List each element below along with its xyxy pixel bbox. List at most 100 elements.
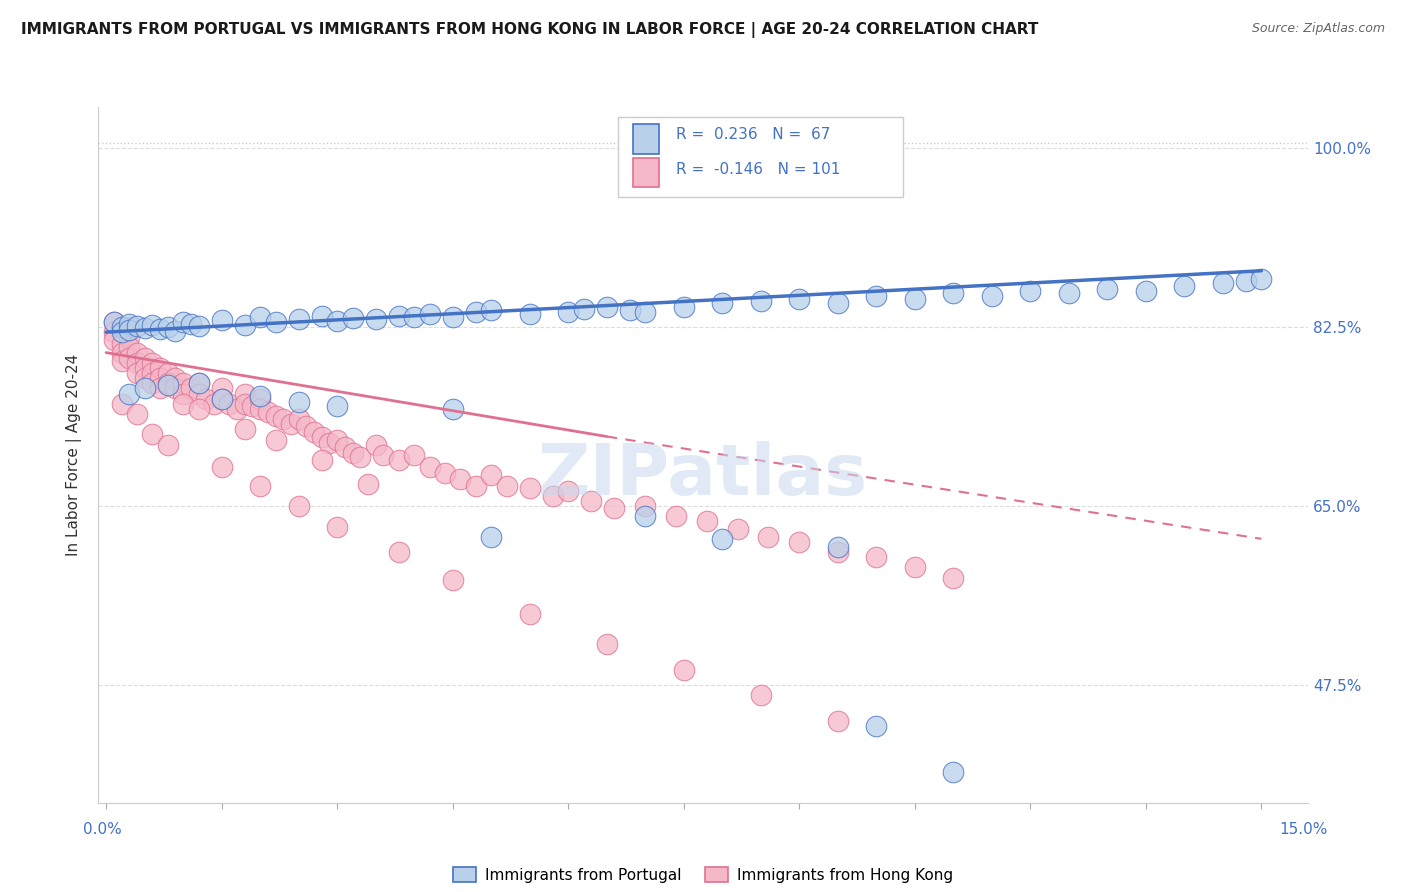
Point	[364, 438, 387, 452]
Point	[441, 310, 464, 324]
Point	[118, 386, 141, 401]
Point	[165, 324, 187, 338]
Point	[419, 460, 441, 475]
Point	[1019, 284, 1042, 298]
Point	[103, 334, 125, 348]
Point	[149, 381, 172, 395]
Point	[404, 448, 426, 462]
FancyBboxPatch shape	[633, 158, 659, 187]
Point	[295, 419, 318, 434]
Point	[865, 550, 887, 565]
Point	[464, 304, 486, 318]
Point	[141, 356, 163, 370]
Point	[419, 307, 441, 321]
Point	[357, 476, 380, 491]
Point	[904, 293, 927, 307]
Point	[749, 689, 772, 703]
Point	[1173, 279, 1195, 293]
Point	[134, 381, 156, 395]
Point	[904, 560, 927, 574]
Point	[156, 438, 179, 452]
Point	[180, 317, 202, 331]
Point	[249, 392, 271, 406]
Point	[264, 409, 287, 423]
Point	[134, 371, 156, 385]
Point	[749, 294, 772, 309]
Point	[302, 425, 325, 440]
Point	[519, 607, 541, 621]
Point	[118, 341, 141, 355]
Point	[827, 540, 849, 554]
Point	[110, 325, 132, 339]
Point	[195, 392, 218, 406]
Point	[711, 532, 734, 546]
Text: R =  -0.146   N = 101: R = -0.146 N = 101	[676, 162, 841, 178]
Point	[211, 392, 233, 406]
Point	[479, 302, 502, 317]
Point	[141, 366, 163, 380]
Point	[280, 417, 302, 432]
Point	[404, 310, 426, 324]
Point	[149, 360, 172, 375]
Point	[711, 296, 734, 310]
Point	[287, 394, 309, 409]
Point	[672, 300, 695, 314]
Point	[103, 315, 125, 329]
Point	[342, 310, 364, 325]
Point	[233, 318, 256, 332]
Point	[1135, 284, 1157, 298]
Point	[172, 376, 194, 391]
Point	[441, 401, 464, 416]
Point	[364, 311, 387, 326]
Point	[519, 481, 541, 495]
Point	[326, 519, 349, 533]
Point	[787, 534, 810, 549]
Point	[942, 286, 965, 301]
Point	[449, 473, 471, 487]
Point	[271, 412, 294, 426]
Point	[1250, 272, 1272, 286]
Text: IMMIGRANTS FROM PORTUGAL VS IMMIGRANTS FROM HONG KONG IN LABOR FORCE | AGE 20-24: IMMIGRANTS FROM PORTUGAL VS IMMIGRANTS F…	[21, 22, 1039, 38]
Point	[187, 376, 209, 391]
Point	[118, 320, 141, 334]
Legend: Immigrants from Portugal, Immigrants from Hong Kong: Immigrants from Portugal, Immigrants fro…	[447, 862, 959, 889]
Point	[441, 573, 464, 587]
Point	[249, 310, 271, 324]
Point	[187, 318, 209, 333]
Point	[333, 440, 356, 454]
Point	[672, 663, 695, 677]
Point	[479, 468, 502, 483]
Text: ZIPatlas: ZIPatlas	[538, 442, 868, 510]
Point	[787, 293, 810, 307]
Point	[827, 296, 849, 310]
Point	[665, 509, 688, 524]
Point	[118, 330, 141, 344]
Point	[187, 386, 209, 401]
Point	[581, 494, 603, 508]
Point	[827, 545, 849, 559]
Point	[758, 530, 780, 544]
Point	[264, 433, 287, 447]
Point	[388, 545, 411, 559]
Point	[172, 315, 194, 329]
Point	[311, 453, 333, 467]
Point	[696, 515, 718, 529]
Point	[118, 323, 141, 337]
Point	[141, 427, 163, 442]
Point	[125, 366, 148, 380]
Point	[557, 483, 579, 498]
Text: R =  0.236   N =  67: R = 0.236 N = 67	[676, 128, 831, 143]
Point	[1212, 276, 1234, 290]
Point	[479, 530, 502, 544]
Point	[149, 371, 172, 385]
Point	[103, 325, 125, 339]
Point	[233, 386, 256, 401]
Point	[264, 315, 287, 329]
Point	[865, 289, 887, 303]
Point	[311, 309, 333, 323]
Point	[103, 315, 125, 329]
Point	[464, 478, 486, 492]
Point	[257, 405, 280, 419]
Point	[1234, 274, 1257, 288]
Point	[134, 321, 156, 335]
